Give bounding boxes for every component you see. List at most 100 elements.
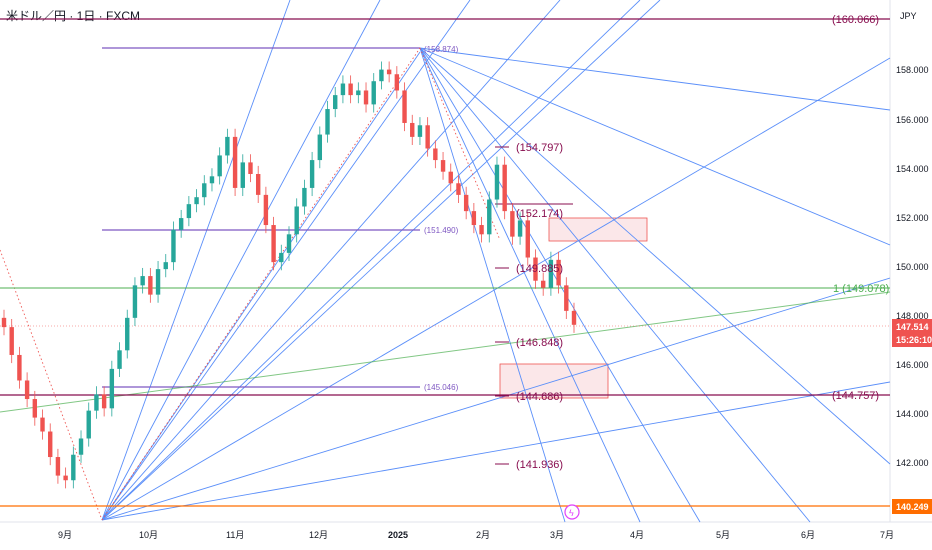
dotted-trend-lines[interactable] bbox=[0, 47, 501, 521]
candle-body bbox=[240, 162, 245, 188]
candle-body bbox=[71, 454, 76, 481]
countdown-value: 15:26:10 bbox=[896, 335, 932, 345]
candle-body bbox=[163, 262, 168, 270]
candle-body bbox=[63, 475, 68, 481]
candle-body bbox=[502, 164, 507, 212]
bottom-level-label: (144.757) bbox=[832, 390, 879, 402]
candle-body bbox=[548, 259, 554, 288]
candle-body bbox=[540, 280, 546, 288]
candle-body bbox=[440, 160, 446, 172]
candle-body bbox=[255, 174, 261, 195]
price-ticks: 158.000 156.000 154.000 152.000 150.000 … bbox=[896, 65, 929, 468]
candle-body bbox=[101, 394, 107, 409]
proj-label: (154.797) bbox=[516, 142, 563, 154]
candle-body bbox=[55, 457, 61, 476]
candle-body bbox=[425, 125, 430, 149]
support-tag-value: 140.249 bbox=[896, 502, 929, 512]
event-icon[interactable] bbox=[564, 504, 580, 520]
candle-body bbox=[225, 136, 230, 156]
candle-body bbox=[232, 136, 238, 188]
candle-body bbox=[78, 438, 84, 455]
fib-lines[interactable] bbox=[102, 47, 420, 388]
candle-body bbox=[117, 350, 122, 369]
proj-label: (141.936) bbox=[516, 459, 563, 471]
candle-body bbox=[525, 220, 530, 258]
candle-body bbox=[109, 368, 115, 409]
date-label: 11月 bbox=[226, 530, 244, 540]
green-level-label: 1 (149.078) bbox=[833, 283, 889, 295]
candle-body bbox=[340, 83, 346, 96]
fib-low-label: (145.046) bbox=[424, 383, 459, 392]
gann-fan-top[interactable] bbox=[419, 47, 891, 523]
candle-body bbox=[433, 148, 438, 161]
price-tick: 142.000 bbox=[896, 458, 929, 468]
projection-markers bbox=[495, 146, 573, 465]
candle-body bbox=[94, 394, 99, 411]
candle-body bbox=[32, 399, 38, 418]
candle-body bbox=[571, 310, 577, 325]
price-tick: 152.000 bbox=[896, 213, 929, 223]
candle-body bbox=[556, 259, 561, 286]
candle-body bbox=[9, 327, 14, 355]
candle-body bbox=[86, 410, 91, 439]
date-label: 10月 bbox=[139, 530, 158, 540]
date-label: 3月 bbox=[550, 530, 564, 540]
price-tick: 148.000 bbox=[896, 311, 929, 321]
candle-body bbox=[40, 417, 45, 432]
candle-body bbox=[417, 125, 423, 137]
date-label: 12月 bbox=[309, 530, 328, 540]
candle-body bbox=[487, 199, 492, 235]
price-tick: 154.000 bbox=[896, 164, 929, 174]
candle-body bbox=[248, 162, 253, 174]
candle-body bbox=[286, 234, 292, 253]
gann-fan-bottom[interactable] bbox=[101, 0, 891, 521]
lightning-icon: ϟ bbox=[569, 508, 574, 518]
candle-body bbox=[471, 211, 477, 226]
last-price-value: 147.514 bbox=[896, 322, 929, 332]
candle-body bbox=[371, 81, 376, 105]
price-tick: 150.000 bbox=[896, 262, 929, 272]
candle-body bbox=[517, 220, 523, 237]
candle-body bbox=[263, 194, 269, 226]
candle-body bbox=[209, 176, 215, 184]
support-tag bbox=[892, 499, 932, 514]
candle-body bbox=[402, 90, 407, 123]
proj-label: (146.848) bbox=[516, 337, 563, 349]
currency-label: JPY bbox=[900, 11, 917, 21]
top-level-label: (160.066) bbox=[832, 14, 879, 26]
candle-body bbox=[333, 95, 338, 110]
price-tick: 156.000 bbox=[896, 115, 929, 125]
candle-body bbox=[24, 380, 30, 400]
fib-mid-label: (151.490) bbox=[424, 226, 459, 235]
candle-body bbox=[456, 183, 461, 195]
date-label: 9月 bbox=[58, 530, 72, 540]
candle-body bbox=[178, 218, 184, 230]
candle-body bbox=[394, 74, 400, 91]
candle-body bbox=[148, 276, 153, 295]
candle-body bbox=[363, 90, 369, 105]
candle-body bbox=[155, 269, 161, 295]
candle-body bbox=[448, 171, 453, 184]
date-label: 7月 bbox=[880, 530, 894, 540]
candle-body bbox=[379, 69, 384, 82]
candle-body bbox=[132, 285, 138, 318]
price-tick: 144.000 bbox=[896, 409, 929, 419]
candle-body bbox=[463, 194, 469, 212]
candle-body bbox=[564, 285, 569, 311]
candle-body bbox=[125, 317, 130, 351]
time-labels: 9月 10月 11月 12月 2025 2月 3月 4月 5月 6月 7月 bbox=[58, 530, 894, 540]
candle-body bbox=[279, 252, 284, 263]
candle-body bbox=[302, 187, 307, 207]
date-label: 5月 bbox=[716, 530, 730, 540]
candle-body bbox=[479, 225, 484, 235]
candle-body bbox=[48, 431, 53, 458]
peak-label: (158.874) bbox=[424, 45, 459, 54]
candle-body bbox=[294, 206, 299, 235]
price-tick: 158.000 bbox=[896, 65, 929, 75]
proj-label: (149.885) bbox=[516, 263, 563, 275]
candle-body bbox=[17, 354, 22, 381]
candles bbox=[1, 61, 577, 489]
green-trend-line[interactable] bbox=[0, 291, 891, 413]
candle-body bbox=[309, 160, 315, 188]
